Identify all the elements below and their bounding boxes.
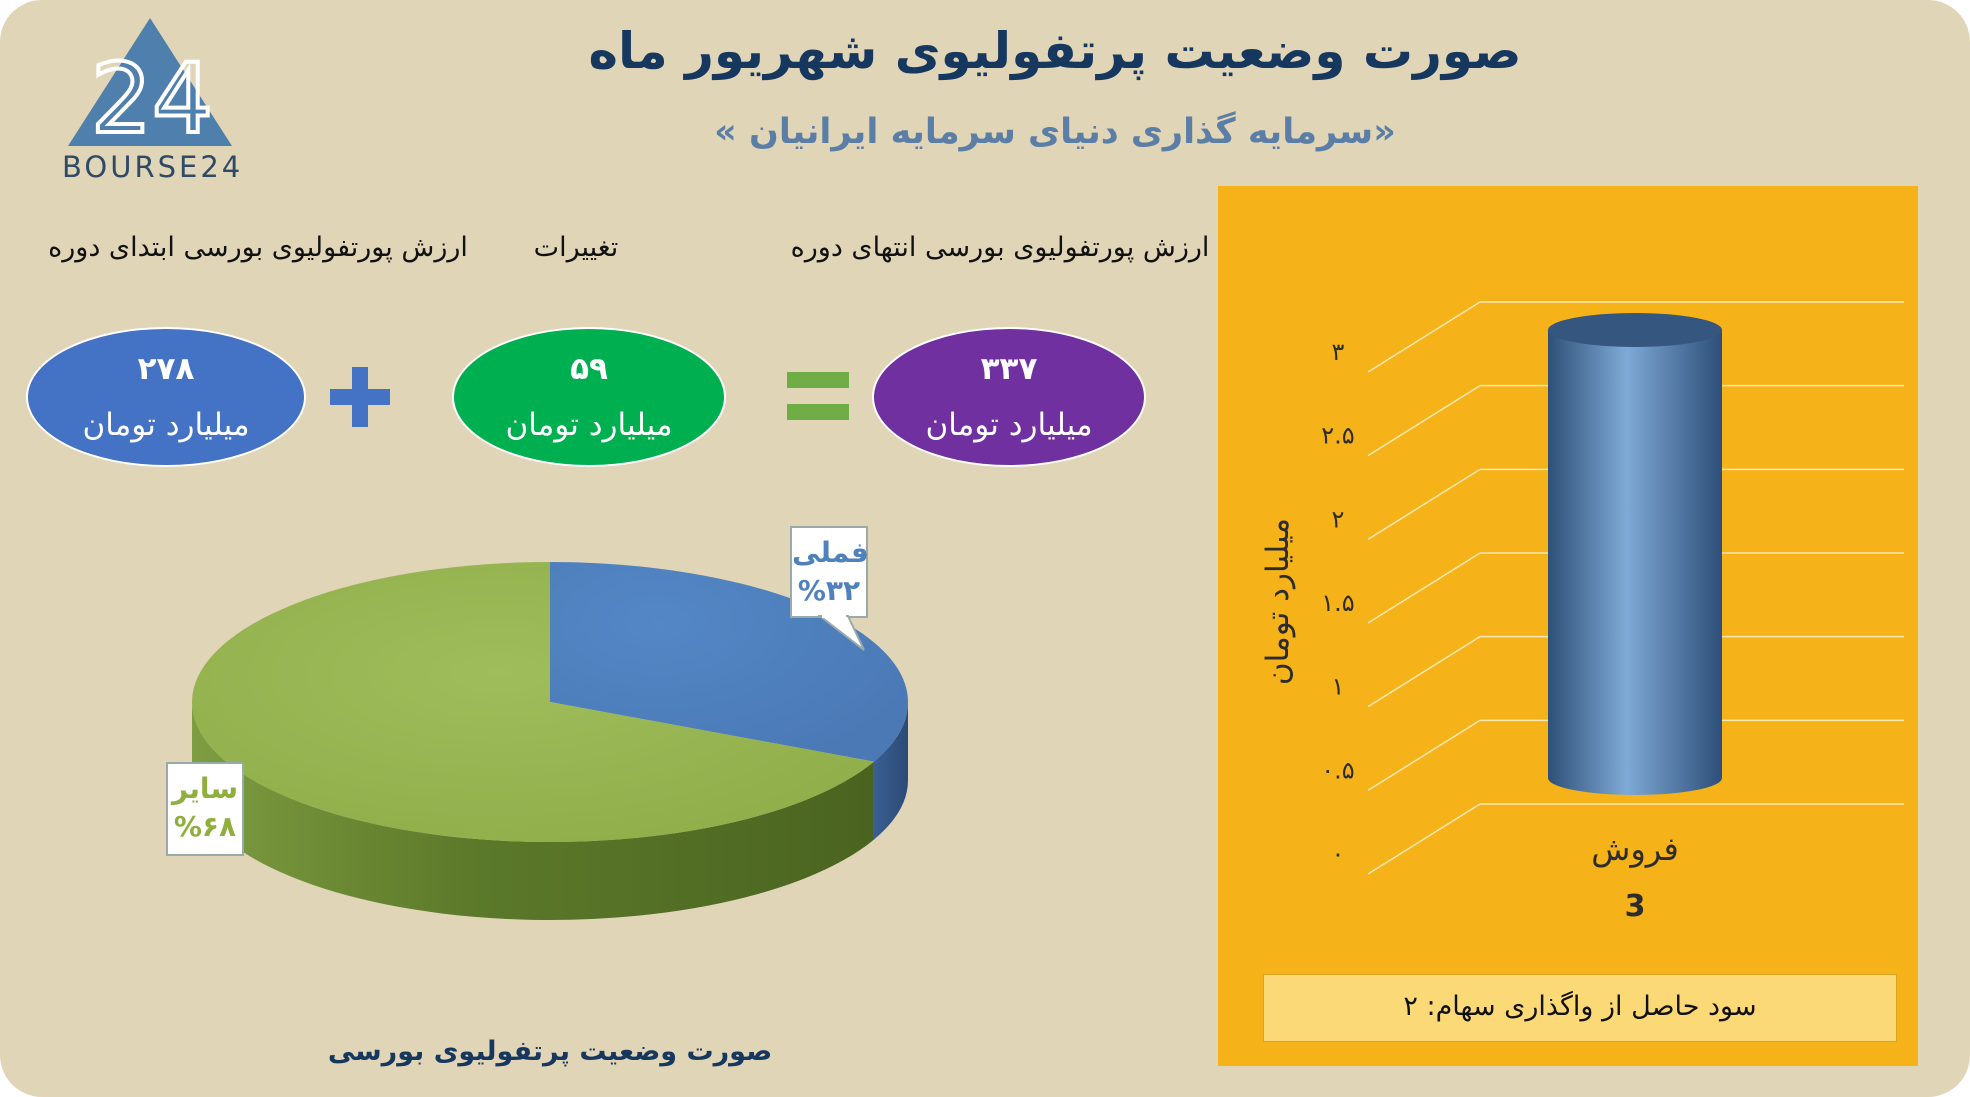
equals-icon	[787, 372, 849, 420]
gridline-diagonal	[1367, 552, 1481, 624]
bar-data-label: 3	[1625, 889, 1646, 924]
y-tick-label: ۲	[1332, 505, 1345, 533]
gridline-diagonal	[1367, 468, 1481, 540]
logo-mark-text: 24	[91, 43, 213, 154]
logo-text: BOURSE24	[62, 150, 244, 184]
pie-slice-fameli-side	[873, 702, 908, 840]
pie-label-fameli-name: فملی	[792, 536, 869, 569]
sales-bar-chart: ۰ ۰.۵ ۱ ۱.۵ ۲ ۲.۵ ۳ فروش 3	[1321, 301, 1904, 924]
pie-label-fameli: فملی %۳۲	[790, 526, 869, 618]
pie-label-sayer-value: %۶۸	[173, 810, 237, 843]
page-title: صورت وضعیت پرتفولیوی شهریور ماه	[588, 22, 1522, 80]
start-value-unit: میلیارد تومان	[82, 407, 250, 443]
gridline-diagonal	[1367, 803, 1481, 875]
change-label: تغییرات	[533, 232, 619, 263]
change-value-oval: ۵۹ میلیارد تومان	[452, 327, 726, 467]
gridline-diagonal	[1367, 636, 1481, 708]
y-tick-label: ۰	[1332, 840, 1345, 868]
y-tick-label: ۳	[1332, 338, 1345, 366]
end-value-number: ۳۳۷	[980, 351, 1038, 387]
page-subtitle: «سرمایه گذاری دنیای سرمایه ایرانیان »	[714, 112, 1396, 152]
bar-foroush	[1548, 330, 1722, 795]
y-tick-label: ۰.۵	[1321, 756, 1354, 784]
callout-pointer	[818, 614, 865, 651]
start-value-oval: ۲۷۸ میلیارد تومان	[26, 327, 306, 467]
pie-label-sayer: سایر %۶۸	[166, 762, 244, 856]
sales-chart-panel: ۰ ۰.۵ ۱ ۱.۵ ۲ ۲.۵ ۳ فروش 3	[1218, 186, 1918, 1066]
end-value-oval: ۳۳۷ میلیارد تومان	[872, 327, 1146, 467]
pie-slice-sayer-side	[192, 702, 874, 920]
end-value-label: ارزش پورتفولیوی بورسی انتهای دوره	[790, 232, 1210, 263]
pie-label-fameli-value: %۳۲	[797, 574, 861, 607]
sale-profit-box: سود حاصل از واگذاری سهام: ۲	[1263, 974, 1897, 1042]
gridline-diagonal	[1367, 719, 1481, 791]
x-category-label: فروش	[1591, 830, 1678, 868]
pie-chart-title: صورت وضعیت پرتفولیوی بورسی	[327, 1036, 773, 1067]
end-value-unit: میلیارد تومان	[925, 407, 1093, 443]
start-value-label: ارزش پورتفولیوی بورسی ابتدای دوره	[48, 232, 468, 263]
bourse24-logo: 24	[68, 18, 232, 154]
gridline-diagonal	[1367, 301, 1481, 373]
change-value-number: ۵۹	[570, 351, 608, 387]
gridline-diagonal	[1367, 385, 1481, 457]
bar-foroush-top	[1548, 313, 1722, 347]
pie-slice-sayer	[191, 562, 874, 842]
start-value-number: ۲۷۸	[137, 351, 195, 387]
y-tick-label: ۱.۵	[1321, 589, 1354, 617]
y-tick-label: ۲.۵	[1321, 422, 1354, 450]
change-value-unit: میلیارد تومان	[505, 407, 673, 443]
pie-label-sayer-name: سایر	[172, 772, 238, 805]
plus-icon	[330, 367, 390, 427]
y-tick-label: ۱	[1332, 673, 1345, 701]
y-axis-label: میلیارد تومان	[1260, 518, 1296, 686]
